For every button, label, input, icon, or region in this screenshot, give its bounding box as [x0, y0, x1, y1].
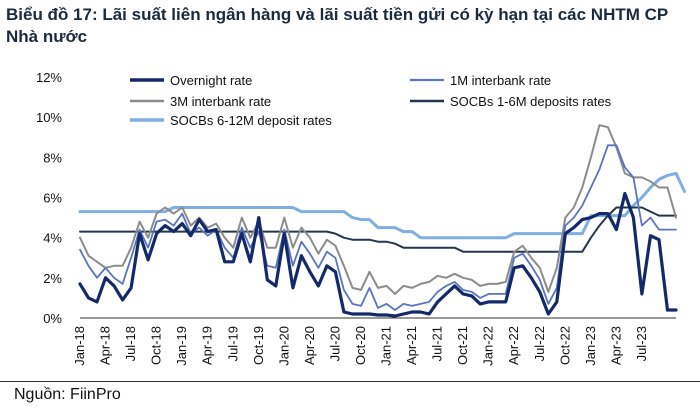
x-tick-label: Apr-21 [404, 326, 419, 365]
x-tick-label: Oct-22 [557, 326, 572, 365]
source-divider [0, 381, 700, 382]
y-tick-label: 12% [36, 70, 62, 85]
x-tick-label: Apr-22 [506, 326, 521, 365]
x-tick-label: Apr-18 [98, 326, 113, 365]
series-line [79, 144, 677, 311]
legend-label: 3M interbank rate [170, 94, 271, 109]
x-tick-label: Oct-20 [353, 326, 368, 365]
x-axis: Jan-18 Apr-18 Jul-18 Oct-18 Jan-19 Apr-19 Jul-… [72, 326, 649, 366]
series-line [79, 124, 677, 295]
x-tick-label: Jul-20 [327, 326, 342, 361]
x-tick-label: Oct-18 [149, 326, 164, 365]
series-line [78, 191, 678, 318]
x-tick-label: Apr-23 [608, 326, 623, 365]
legend-label: Overnight rate [170, 73, 252, 88]
x-tick-label: Jan-23 [583, 326, 598, 366]
x-tick-label: Jul-21 [430, 326, 445, 361]
series-lines [78, 124, 686, 318]
series-line [79, 206, 677, 253]
x-tick-label: Apr-19 [200, 326, 215, 365]
chart-title: Biểu đồ 17: Lãi suất liên ngân hàng và l… [6, 5, 668, 46]
x-tick-label: Jan-19 [174, 326, 189, 366]
y-tick-label: 8% [43, 150, 62, 165]
x-tick-label: Jan-21 [379, 326, 394, 366]
x-tick-label: Jan-22 [481, 326, 496, 366]
x-tick-label: Jan-18 [72, 326, 87, 366]
x-tick-label: Jan-20 [276, 326, 291, 366]
x-tick-label: Jul-22 [532, 326, 547, 361]
legend: Overnight rate 1M interbank rate 3M interb… [130, 73, 612, 128]
legend-label: SOCBs 1-6M deposits rates [450, 94, 612, 109]
legend-label: SOCBs 6-12M deposit rates [170, 113, 332, 128]
x-tick-label: Jul-23 [634, 326, 649, 361]
y-tick-label: 10% [36, 110, 62, 125]
x-tick-label: Jul-18 [123, 326, 138, 361]
y-tick-label: 6% [43, 191, 62, 206]
x-tick-label: Oct-21 [455, 326, 470, 365]
y-tick-label: 2% [43, 271, 62, 286]
x-tick-label: Apr-20 [302, 326, 317, 365]
y-tick-label: 0% [43, 311, 62, 326]
x-tick-label: Jul-19 [225, 326, 240, 361]
source-note: Nguồn: FiinPro [14, 386, 121, 403]
y-tick-label: 4% [43, 231, 62, 246]
legend-label: 1M interbank rate [450, 73, 551, 88]
y-axis: 0% 2% 4% 6% 8% 10% 12% [36, 70, 62, 326]
x-tick-label: Oct-19 [251, 326, 266, 365]
